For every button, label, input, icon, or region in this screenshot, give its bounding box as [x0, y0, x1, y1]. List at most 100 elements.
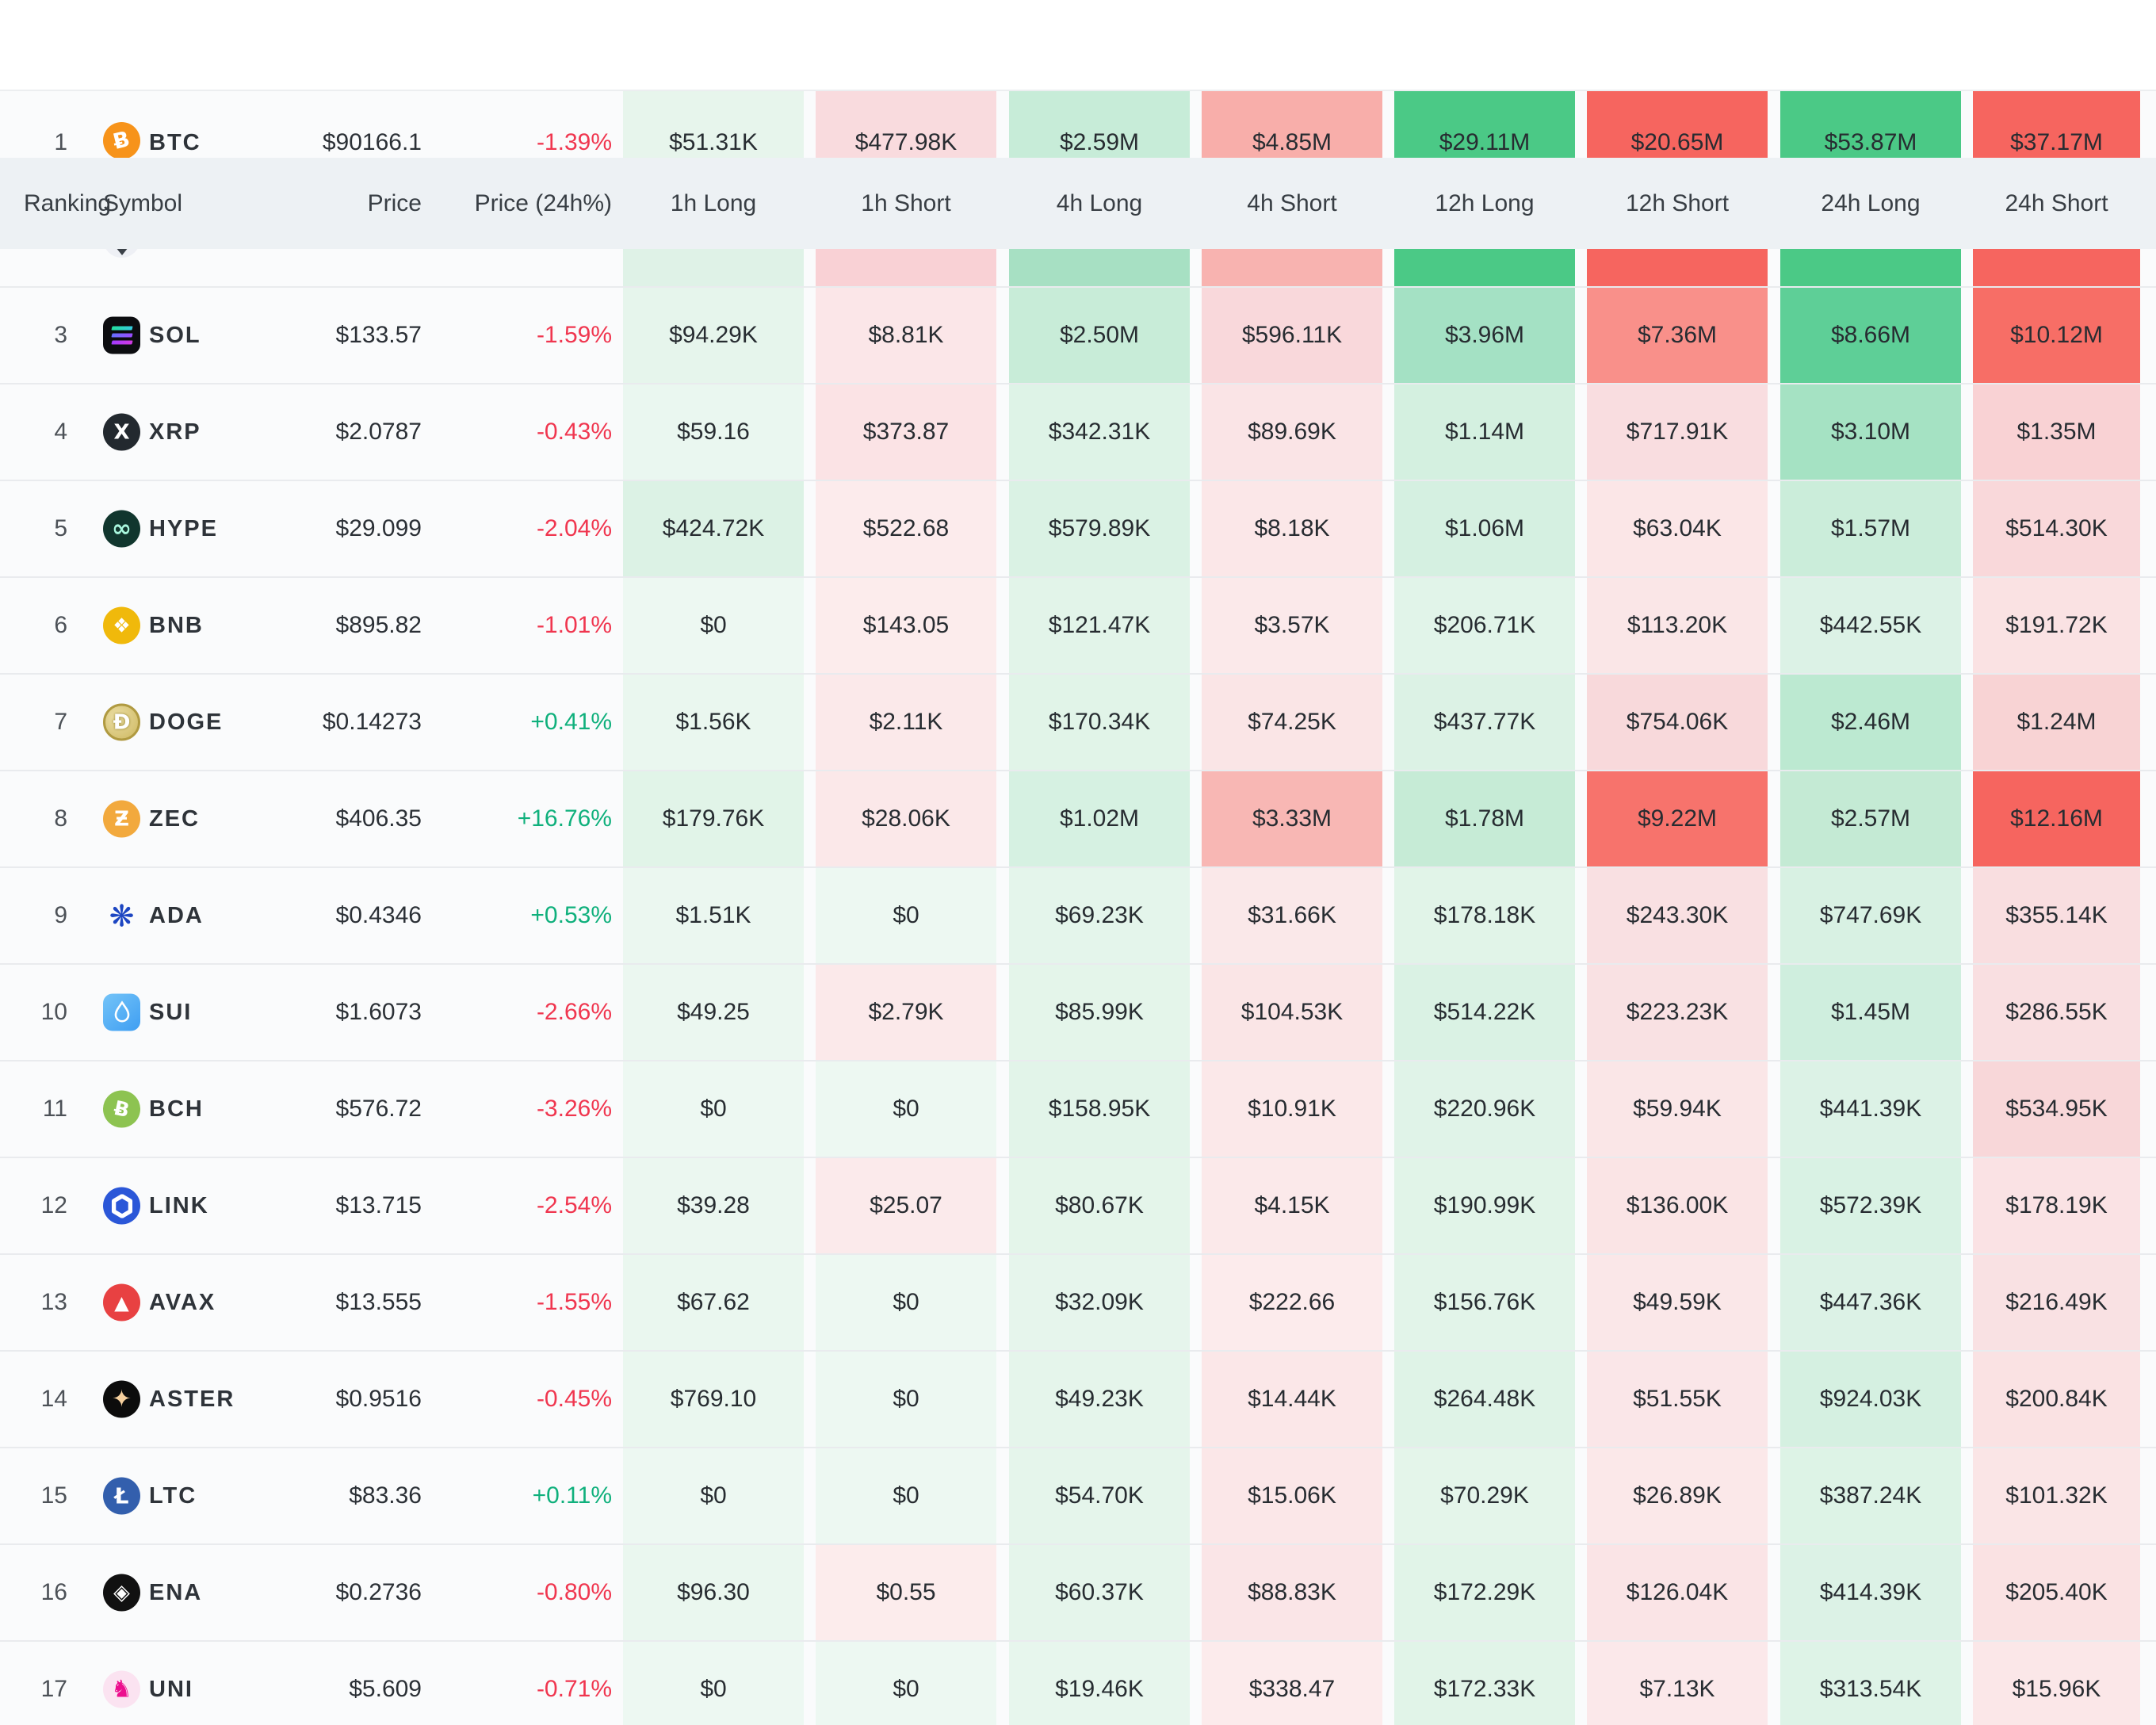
symbol-cell: ZEC	[149, 805, 200, 832]
symbol-cell: SUI	[149, 999, 193, 1025]
liquidation-cell: $63.04K	[1587, 481, 1768, 576]
table-header-row: Ranking Symbol Price Price (24h%) 1h Lon…	[0, 158, 2156, 249]
table-row[interactable]: 5 ∞ HYPE $29.099 -2.04% $424.72K $522.68 $579.8…	[0, 480, 2156, 576]
table-row[interactable]: 8 Ƶ ZEC $406.35 +16.76% $179.76K $28.06K $1.02M…	[0, 770, 2156, 866]
liquidation-cell: $14.44K	[1202, 1352, 1382, 1447]
eth-icon	[103, 249, 140, 258]
price-change-cell: -1.01%	[536, 612, 612, 638]
liquidation-cell: $54.70K	[1009, 1448, 1190, 1543]
liquidation-cell: $179.76K	[623, 771, 804, 866]
header-ranking[interactable]: Ranking	[24, 189, 112, 216]
table-row[interactable]: 11 Ƀ BCH $576.72 -3.26% $0 $0 $158.95K $10.91K $2…	[0, 1060, 2156, 1157]
symbol-cell: ADA	[149, 902, 204, 928]
liquidation-cell: $1.56K	[623, 675, 804, 770]
liquidation-cell: $94.29K	[623, 288, 804, 383]
header-24h-long[interactable]: 24h Long	[1821, 189, 1921, 216]
table-row[interactable]: 4 X XRP $2.0787 -0.43% $59.16 $373.87 $342.31K $…	[0, 383, 2156, 480]
liquidation-cell: $3.96M	[1394, 288, 1575, 383]
liquidation-cell: $28.06K	[816, 771, 996, 866]
liquidation-cell: $31.66K	[1202, 868, 1382, 963]
liquidation-cell: $2.57M	[1780, 771, 1961, 866]
price-cell: $895.82	[335, 612, 422, 638]
liquidation-cell: $4.15K	[1202, 1158, 1382, 1253]
liquidation-cell: $1.57M	[1780, 481, 1961, 576]
table-row[interactable]: 13 ▲ AVAX $13.555 -1.55% $67.62 $0 $32.09K $222.…	[0, 1253, 2156, 1350]
liquidation-cell: $286.55K	[1973, 965, 2140, 1060]
header-24h-short[interactable]: 24h Short	[2005, 189, 2108, 216]
liquidation-cell: $172.33K	[1394, 1642, 1575, 1725]
liquidation-cell: $924.03K	[1780, 1352, 1961, 1447]
top-spacer	[0, 0, 2156, 90]
price-change-cell: +0.53%	[530, 902, 612, 928]
liquidation-cell: $0	[816, 868, 996, 963]
liquidation-cell: $355.14K	[1973, 868, 2140, 963]
table-row[interactable]: 7 Ð DOGE $0.14273 +0.41% $1.56K $2.11K $170.34K…	[0, 673, 2156, 770]
rank-cell: 12	[40, 1192, 67, 1218]
liquidation-cell: $60.37K	[1009, 1545, 1190, 1640]
liquidation-cell: $88.83K	[1202, 1545, 1382, 1640]
rank-cell: 15	[40, 1482, 67, 1509]
table-row-partial[interactable]	[0, 249, 2156, 286]
liquidation-cell: $216.49K	[1973, 1255, 2140, 1350]
header-4h-long[interactable]: 4h Long	[1056, 189, 1143, 216]
header-price[interactable]: Price	[367, 189, 422, 216]
liquidation-cell: $0.55	[816, 1545, 996, 1640]
liquidation-cell: $442.55K	[1780, 578, 1961, 673]
header-symbol[interactable]: Symbol	[103, 189, 183, 216]
liquidation-cell: $0	[816, 1448, 996, 1543]
table-row[interactable]: 12 LINK $13.715 -2.54% $39.28 $25.07 $80.67K $4…	[0, 1157, 2156, 1253]
liquidation-cell: $8.81K	[816, 288, 996, 383]
liquidation-cell: $4.85M	[1202, 91, 1382, 158]
price-cell: $0.14273	[322, 709, 422, 735]
liquidation-cell	[1780, 249, 1961, 286]
rank-cell: 16	[40, 1579, 67, 1605]
header-1h-short[interactable]: 1h Short	[861, 189, 951, 216]
liquidation-cell: $121.47K	[1009, 578, 1190, 673]
link-icon	[103, 1187, 140, 1225]
liquidation-cell: $32.09K	[1009, 1255, 1190, 1350]
price-cell: $0.9516	[335, 1386, 422, 1412]
rank-cell: 14	[40, 1386, 67, 1412]
table-row[interactable]: 6 ❖ BNB $895.82 -1.01% $0 $143.05 $121.47K $3.57…	[0, 576, 2156, 673]
table-row[interactable]: 17 ♞ UNI $5.609 -0.71% $0 $0 $19.46K $338.47 $172…	[0, 1640, 2156, 1725]
liquidation-cell: $514.22K	[1394, 965, 1575, 1060]
liquidation-cell: $89.69K	[1202, 384, 1382, 480]
header-1h-long[interactable]: 1h Long	[670, 189, 757, 216]
price-cell: $0.4346	[335, 902, 422, 928]
price-change-cell: -1.59%	[536, 322, 612, 348]
liquidation-cell: $1.06M	[1394, 481, 1575, 576]
header-price-24h[interactable]: Price (24h%)	[474, 189, 612, 216]
liquidation-cell: $49.23K	[1009, 1352, 1190, 1447]
liquidation-cell	[1202, 249, 1382, 286]
liquidation-cell: $59.94K	[1587, 1061, 1768, 1157]
header-12h-long[interactable]: 12h Long	[1435, 189, 1535, 216]
sol-icon	[103, 316, 140, 354]
liquidation-cell: $74.25K	[1202, 675, 1382, 770]
price-cell: $406.35	[335, 805, 422, 832]
xrp-icon: X	[103, 413, 140, 451]
table-row[interactable]: 3 SOL $133.57 -1.59% $94.29K $8.81K $2.50M $596…	[0, 286, 2156, 383]
liquidation-cell: $136.00K	[1587, 1158, 1768, 1253]
liquidation-cell: $178.18K	[1394, 868, 1575, 963]
table-row[interactable]: 9 ❋ ADA $0.4346 +0.53% $1.51K $0 $69.23K $31.66K…	[0, 866, 2156, 963]
price-change-cell: -0.71%	[536, 1676, 612, 1702]
liquidation-cell: $49.25	[623, 965, 804, 1060]
liquidation-cell: $170.34K	[1009, 675, 1190, 770]
liquidation-cell	[1587, 249, 1768, 286]
header-4h-short[interactable]: 4h Short	[1247, 189, 1337, 216]
liquidation-cell: $437.77K	[1394, 675, 1575, 770]
liquidation-cell: $0	[816, 1642, 996, 1725]
table-row[interactable]: 1 Ƀ BTC $90166.1 -1.39% $51.31K $477.98K $2.59M…	[0, 90, 2156, 159]
table-row[interactable]: 15 Ł LTC $83.36 +0.11% $0 $0 $54.70K $15.06K $70.…	[0, 1447, 2156, 1543]
symbol-cell: XRP	[149, 419, 201, 445]
table-row[interactable]: 14 ✦ ASTER $0.9516 -0.45% $769.10 $0 $49.23K $14…	[0, 1350, 2156, 1447]
liquidation-cell: $2.79K	[816, 965, 996, 1060]
header-12h-short[interactable]: 12h Short	[1625, 189, 1730, 216]
price-change-cell: -0.43%	[536, 419, 612, 445]
table-row[interactable]: 10 SUI $1.6073 -2.66% $49.25 $2.79K $85.99K $10…	[0, 963, 2156, 1060]
table-row[interactable]: 16 ◈ ENA $0.2736 -0.80% $96.30 $0.55 $60.37K $88…	[0, 1543, 2156, 1640]
liquidation-cell: $220.96K	[1394, 1061, 1575, 1157]
liquidation-cell: $0	[623, 578, 804, 673]
ena-icon: ◈	[103, 1574, 140, 1612]
ada-icon: ❋	[109, 898, 135, 933]
